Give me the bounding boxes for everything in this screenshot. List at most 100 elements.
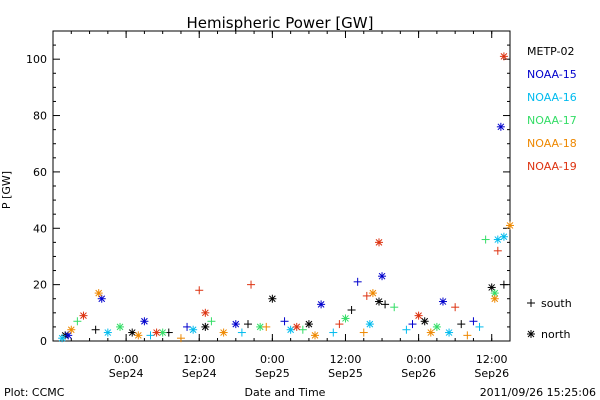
data-point-south (481, 235, 490, 244)
y-tick-label: 100 (26, 53, 47, 66)
data-point-north (374, 297, 383, 306)
x-tick-label-time: 0:00 (114, 353, 139, 366)
data-point-south (243, 320, 252, 329)
data-point-north (438, 297, 447, 306)
data-point-north (506, 221, 514, 230)
data-point-south (183, 322, 192, 331)
data-point-south (463, 331, 472, 340)
x-tick-label-date: Sep25 (255, 367, 290, 380)
data-point-north (67, 325, 76, 334)
data-point-south (493, 246, 502, 255)
data-point-south (91, 325, 100, 334)
legend: METP-02 NOAA-15 NOAA-16 NOAA-17 NOAA-18 NOAA-… (527, 45, 577, 173)
data-point-south (402, 325, 411, 334)
series-metp-02 (61, 280, 508, 340)
plot-credit: Plot: CCMC (4, 386, 65, 399)
data-point-north (420, 317, 429, 326)
data-point-north (317, 300, 326, 309)
data-point-north (201, 308, 210, 317)
y-axis: 0 20 40 60 80 100 (26, 30, 510, 348)
data-point-north (487, 283, 496, 292)
x-axis-label: Date and Time (245, 386, 326, 399)
series-noaa-15 (64, 122, 505, 340)
data-point-north (103, 328, 112, 337)
x-tick-label-date: Sep24 (182, 367, 217, 380)
data-point-south (262, 322, 271, 331)
marker-legend-south: south (541, 297, 572, 310)
x-tick-label-date: Sep26 (401, 367, 436, 380)
data-point-north (378, 272, 387, 281)
series-noaa-16 (58, 232, 508, 343)
series-noaa-19 (79, 52, 508, 337)
data-point-north (286, 325, 295, 334)
data-point-north (292, 322, 301, 331)
data-point-north (311, 331, 320, 340)
x-tick-label-date: Sep25 (328, 367, 363, 380)
marker-legend-north: north (541, 328, 571, 341)
series-noaa-17 (73, 235, 499, 337)
data-point-north (140, 317, 149, 326)
chart-title: Hemispheric Power [GW] (187, 14, 374, 32)
plot-frame (52, 30, 511, 342)
legend-entry-metp-02: METP-02 (527, 45, 575, 58)
x-tick-label-time: 12:00 (183, 353, 215, 366)
legend-entry-noaa-19: NOAA-19 (527, 160, 577, 173)
data-point-north (426, 328, 435, 337)
data-point-south (362, 291, 371, 300)
data-point-south (195, 286, 204, 295)
y-tick-label: 40 (33, 222, 47, 235)
data-point-north (201, 322, 210, 331)
series-noaa-18 (67, 221, 514, 343)
data-point-north (128, 328, 137, 337)
x-tick-label-time: 12:00 (476, 353, 508, 366)
data-point-south (353, 277, 362, 286)
data-point-south (347, 306, 356, 314)
plot-timestamp: 2011/09/26 15:25:06 (480, 386, 596, 399)
data-point-north (64, 331, 73, 340)
data-point-north (231, 320, 240, 329)
data-point-south (176, 334, 185, 343)
data-point-north (79, 311, 88, 320)
data-point-north (499, 52, 508, 61)
data-point-south (207, 317, 216, 326)
data-point-south (499, 280, 508, 289)
data-point-south (280, 317, 289, 326)
data-point-south (146, 331, 155, 340)
data-point-north (116, 322, 125, 331)
data-point-north (374, 238, 383, 247)
data-point-south (469, 317, 478, 326)
data-point-north (94, 289, 103, 298)
x-tick-label-time: 12:00 (330, 353, 362, 366)
data-point-north (58, 334, 67, 343)
legend-entry-noaa-15: NOAA-15 (527, 68, 577, 81)
data-point-south (451, 303, 460, 312)
data-point-north (414, 311, 423, 320)
data-point-south (390, 303, 399, 312)
data-point-north (496, 122, 505, 131)
legend-entry-noaa-18: NOAA-18 (527, 137, 577, 150)
data-point-north (219, 328, 228, 337)
x-axis: 0:00Sep2412:00Sep240:00Sep2512:00Sep250:… (52, 31, 511, 380)
data-point-south (73, 317, 82, 326)
data-point-south (329, 328, 338, 337)
data-point-north (304, 320, 313, 329)
data-point-south (381, 300, 390, 309)
data-point-south (457, 320, 466, 329)
y-tick-label: 0 (40, 335, 47, 348)
data-point-north (97, 294, 106, 303)
data-point-north (499, 232, 508, 241)
data-point-south (237, 328, 246, 337)
data-point-south (408, 320, 417, 329)
data-point-south (247, 280, 256, 289)
data-point-south (475, 322, 484, 331)
marker-legend-symbol (527, 299, 535, 307)
data-point-south (298, 325, 307, 334)
data-point-north (189, 325, 198, 334)
x-tick-label-date: Sep24 (109, 367, 144, 380)
y-tick-label: 60 (33, 166, 47, 179)
data-point-north (368, 289, 377, 298)
marker-legend-symbol (527, 330, 535, 338)
data-point-north (152, 328, 161, 337)
data-point-north (268, 294, 277, 303)
